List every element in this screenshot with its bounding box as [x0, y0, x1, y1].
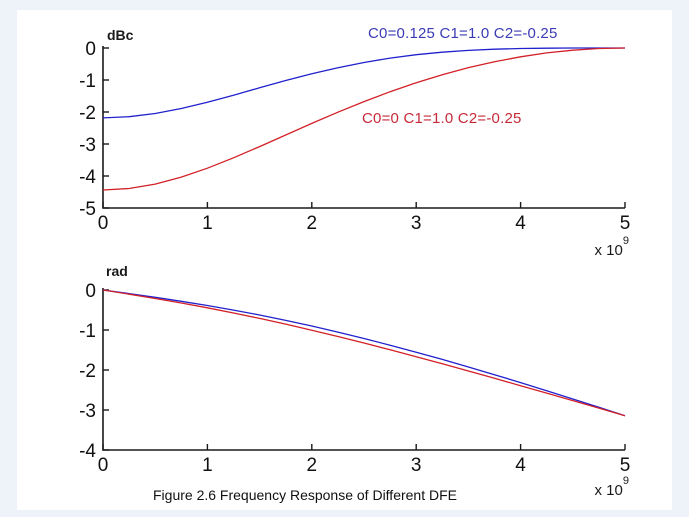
figure-canvas: [17, 10, 672, 510]
axis-frame: [102, 288, 625, 451]
x-tick-label: 5: [620, 455, 631, 476]
x-tick-label: 0: [98, 213, 109, 234]
y-tick-label: -4: [79, 441, 96, 462]
x-scale-base: x 10: [594, 242, 623, 259]
legend-blue-series: C0=0.125 C1=1.0 C2=-0.25: [368, 25, 558, 42]
x-tick-label: 3: [411, 213, 422, 234]
series-line-red: [102, 289, 626, 417]
x-tick-label: 5: [620, 213, 631, 234]
bottom-plot-x-scale: x 109: [594, 475, 629, 499]
x-tick-label: 1: [202, 213, 213, 234]
x-tick-label: 2: [307, 455, 318, 476]
y-tick-label: -3: [79, 401, 96, 422]
y-tick-label: 0: [85, 281, 96, 302]
x-scale-base: x 10: [594, 482, 623, 499]
x-tick-label: 2: [307, 213, 318, 234]
legend-red-series: C0=0 C1=1.0 C2=-0.25: [362, 110, 522, 127]
bottom-plot-y-unit-label: rad: [106, 263, 128, 279]
y-tick-label: -2: [79, 361, 96, 382]
x-tick-label: 3: [411, 455, 422, 476]
y-tick-label: -3: [79, 135, 96, 156]
figure-caption: Figure 2.6 Frequency Response of Differe…: [153, 487, 458, 503]
x-scale-exponent: 9: [622, 235, 629, 247]
y-tick-label: -1: [79, 71, 96, 92]
x-tick-label: 1: [202, 455, 213, 476]
top-plot-x-scale: x 109: [594, 235, 629, 259]
series-line-blue: [102, 47, 625, 119]
y-tick-label: -2: [79, 103, 96, 124]
top-plot-y-unit-label: dBc: [107, 27, 134, 43]
series-line-red: [102, 47, 626, 191]
x-tick-label: 4: [515, 455, 526, 476]
y-tick-label: -5: [79, 199, 96, 220]
y-tick-label: 0: [85, 39, 96, 60]
axis-frame: [102, 46, 625, 209]
x-tick-label: 0: [98, 455, 109, 476]
x-tick-label: 4: [515, 213, 526, 234]
y-tick-label: -4: [79, 167, 96, 188]
y-tick-label: -1: [79, 321, 96, 342]
x-scale-exponent: 9: [622, 475, 629, 487]
series-line-blue: [102, 289, 626, 417]
